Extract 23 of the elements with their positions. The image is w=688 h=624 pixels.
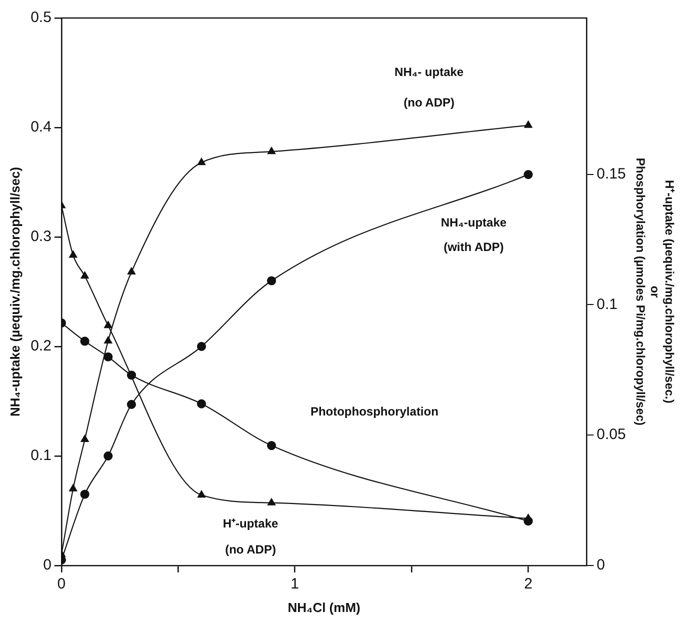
y-tick-label: 0 [43,556,52,574]
y-tick-label: 0.5 [30,9,52,26]
y-tick-label: 0.4 [30,118,52,136]
y2-axis-title: H⁺-uptake (µequiv./mg.chlorophyll/sec.) or Phosphorylation (µmoles Pi/mg.chloropyll/sec) [634,158,676,426]
annotation: NH₄- uptake [394,65,464,80]
annotation: (no ADP) [225,542,276,556]
annotation: H⁺-uptake [222,516,278,531]
y-tick-label: 0.2 [30,338,52,355]
y2-tick-label: 0 [596,556,605,574]
x-tick-label: 1 [290,576,300,593]
annotation: (no ADP) [404,96,455,110]
y-axis-title: NH₄-uptake (µequiv./mg.chlorophyll/sec) [7,166,22,417]
annotation: NH₄-uptake [440,216,507,230]
y2-tick-label: 0.15 [596,166,626,183]
y2-tick-label: 0.05 [596,426,626,444]
x-axis-title: NH₄Cl (mM) [288,600,360,615]
y-tick-label: 0.3 [30,228,52,246]
y-tick-label: 0.1 [30,447,52,464]
x-tick-label: 0 [57,576,66,593]
x-tick-label: 2 [524,576,532,593]
y2-tick-label: 0.1 [596,296,618,313]
annotation: Photophosphorylation [310,404,438,418]
annotation: (with ADP) [444,240,504,254]
